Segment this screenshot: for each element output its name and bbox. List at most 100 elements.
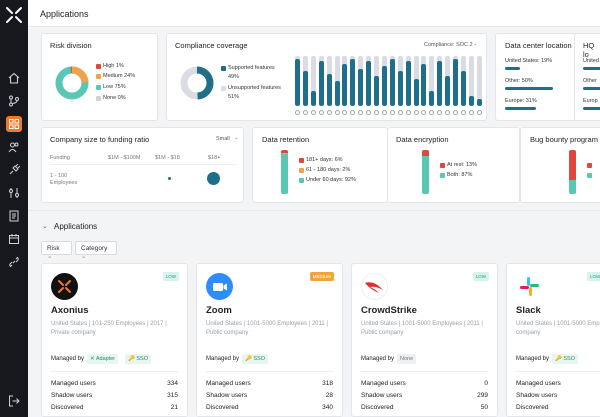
feature-icon [326, 110, 332, 115]
compliance-bar[interactable] [476, 56, 482, 106]
nav-integrations[interactable] [0, 162, 28, 178]
chip-adapter[interactable]: ✕ Adapter [87, 354, 119, 364]
logout-icon [9, 395, 20, 407]
size-bubble-large[interactable] [207, 172, 220, 185]
compliance-bar[interactable] [429, 56, 435, 106]
chip-sso[interactable]: 🔑 SSO [242, 354, 269, 364]
bounty-legend-2 [587, 173, 592, 178]
compliance-bar[interactable] [468, 56, 474, 106]
compliance-bar[interactable] [318, 56, 324, 106]
legend-60: Under 60 days: 92% [306, 177, 356, 183]
feature-icon [421, 110, 427, 115]
category-filter-label: Category [81, 245, 108, 252]
app-card-zoom[interactable]: MEDIUM Zoom United States | 1001-5000 Em… [196, 263, 343, 417]
shadow-users-row: Shadow users 28 [206, 392, 333, 399]
chevron-down-icon[interactable]: ⌄ [473, 41, 478, 47]
bounty-legend-1 [587, 163, 592, 168]
axonius-logo-icon [51, 273, 78, 300]
compliance-bar[interactable] [350, 56, 356, 106]
feature-icon [295, 110, 300, 115]
app-meta: United States | 1001-5000 Employees | 20… [516, 321, 600, 336]
chevron-down-icon[interactable]: ⌄ [234, 135, 239, 141]
row-value: 315 [167, 392, 178, 399]
nav-settings[interactable] [0, 185, 28, 201]
nav-calendar[interactable] [0, 231, 28, 247]
nav-automation[interactable] [0, 254, 28, 270]
nav-users[interactable] [0, 139, 28, 155]
row-value: 334 [167, 380, 178, 387]
compliance-bar[interactable] [358, 56, 364, 106]
nav-applications[interactable] [0, 116, 28, 132]
row-value: 28 [325, 392, 333, 399]
compliance-bar[interactable] [374, 56, 379, 106]
divider [516, 371, 600, 372]
compliance-bar[interactable] [405, 56, 411, 106]
bounty-stacked-bar[interactable] [569, 150, 576, 194]
nav-home[interactable] [0, 70, 28, 86]
dc-row-us: United States: 19% [505, 58, 553, 64]
compliance-filter-dropdown[interactable]: Compliance: SOC 2 [424, 42, 473, 48]
chip-label: SSO [136, 356, 149, 362]
app-name[interactable]: Zoom [206, 305, 232, 316]
chip-none[interactable]: None [397, 354, 417, 364]
compliance-bar[interactable] [381, 56, 387, 106]
dc-title: Data center location [505, 41, 572, 50]
managed-users-row: Managed users [516, 380, 591, 387]
app-name[interactable]: CrowdStrike [361, 305, 417, 316]
size-filter-dropdown[interactable]: Small [216, 136, 230, 142]
compliance-bar[interactable] [366, 56, 372, 106]
row-label: Discovered [51, 404, 84, 411]
compliance-bar[interactable] [302, 56, 308, 106]
legend-unsupported-swatch [221, 86, 226, 91]
compliance-bar[interactable] [342, 56, 348, 106]
compliance-bar[interactable] [437, 56, 443, 106]
encryption-stacked-bar[interactable] [422, 150, 429, 194]
collapse-chevron-icon[interactable]: ⌄ [42, 223, 48, 230]
donut-medium [55, 66, 89, 100]
row-label: Managed users [51, 380, 96, 387]
feature-icon [468, 110, 474, 115]
size-bubble-small[interactable] [168, 177, 171, 180]
feature-icon [437, 110, 443, 115]
row-label: Managed users [206, 380, 251, 387]
feature-icon [381, 110, 387, 115]
chip-sso[interactable]: 🔑 SSO [125, 354, 152, 364]
sidebar [0, 0, 28, 417]
compliance-bar[interactable] [460, 56, 466, 106]
managed-users-row: Managed users 318 [206, 380, 333, 387]
compliance-bar[interactable] [334, 56, 340, 106]
compliance-bar[interactable] [310, 56, 316, 106]
nav-graph[interactable] [0, 93, 28, 109]
app-name[interactable]: Slack [516, 305, 541, 316]
risk-filter-button[interactable]: Risk ⌄ [41, 241, 72, 260]
compliance-bar[interactable] [453, 56, 458, 106]
nav-reports[interactable] [0, 208, 28, 224]
app-card-slack[interactable]: LOW Slack United States | 1001-5000 Empl… [506, 263, 600, 417]
app-card-crowdstrike[interactable]: LOW CrowdStrike United States | 1001-500… [351, 263, 498, 417]
retention-stacked-bar[interactable] [281, 150, 288, 194]
app-name[interactable]: Axonius [51, 305, 89, 316]
compliance-bar[interactable] [413, 56, 419, 106]
nav-logout[interactable] [0, 393, 28, 409]
app-card-axonius[interactable]: LOW Axonius United States | 101-250 Empl… [41, 263, 188, 417]
compliance-bar[interactable] [397, 56, 403, 106]
legend-unsupported-value: 51% [228, 94, 240, 100]
row-value: 50 [480, 404, 488, 411]
feature-icon [460, 110, 466, 115]
category-filter-button[interactable]: Category ⌄ [75, 241, 117, 260]
zoom-logo-icon [206, 273, 233, 300]
compliance-bar[interactable] [389, 56, 395, 106]
branch-icon [9, 95, 19, 107]
hq-bar-europe [583, 107, 600, 110]
compliance-bar[interactable] [326, 56, 332, 106]
chevron-down-icon: ⌄ [47, 253, 53, 260]
app-logo-icon[interactable] [5, 6, 23, 24]
row-label: Shadow users [51, 392, 93, 399]
compliance-bar[interactable] [421, 56, 427, 106]
hq-location-card: HQ lo United Other Europ [574, 33, 600, 121]
compliance-bar[interactable] [445, 56, 451, 106]
feature-icon [366, 110, 372, 115]
compliance-bar[interactable] [295, 56, 300, 106]
chip-sso[interactable]: 🔑 SSO [552, 354, 579, 364]
row-label: Managed users [516, 380, 561, 387]
